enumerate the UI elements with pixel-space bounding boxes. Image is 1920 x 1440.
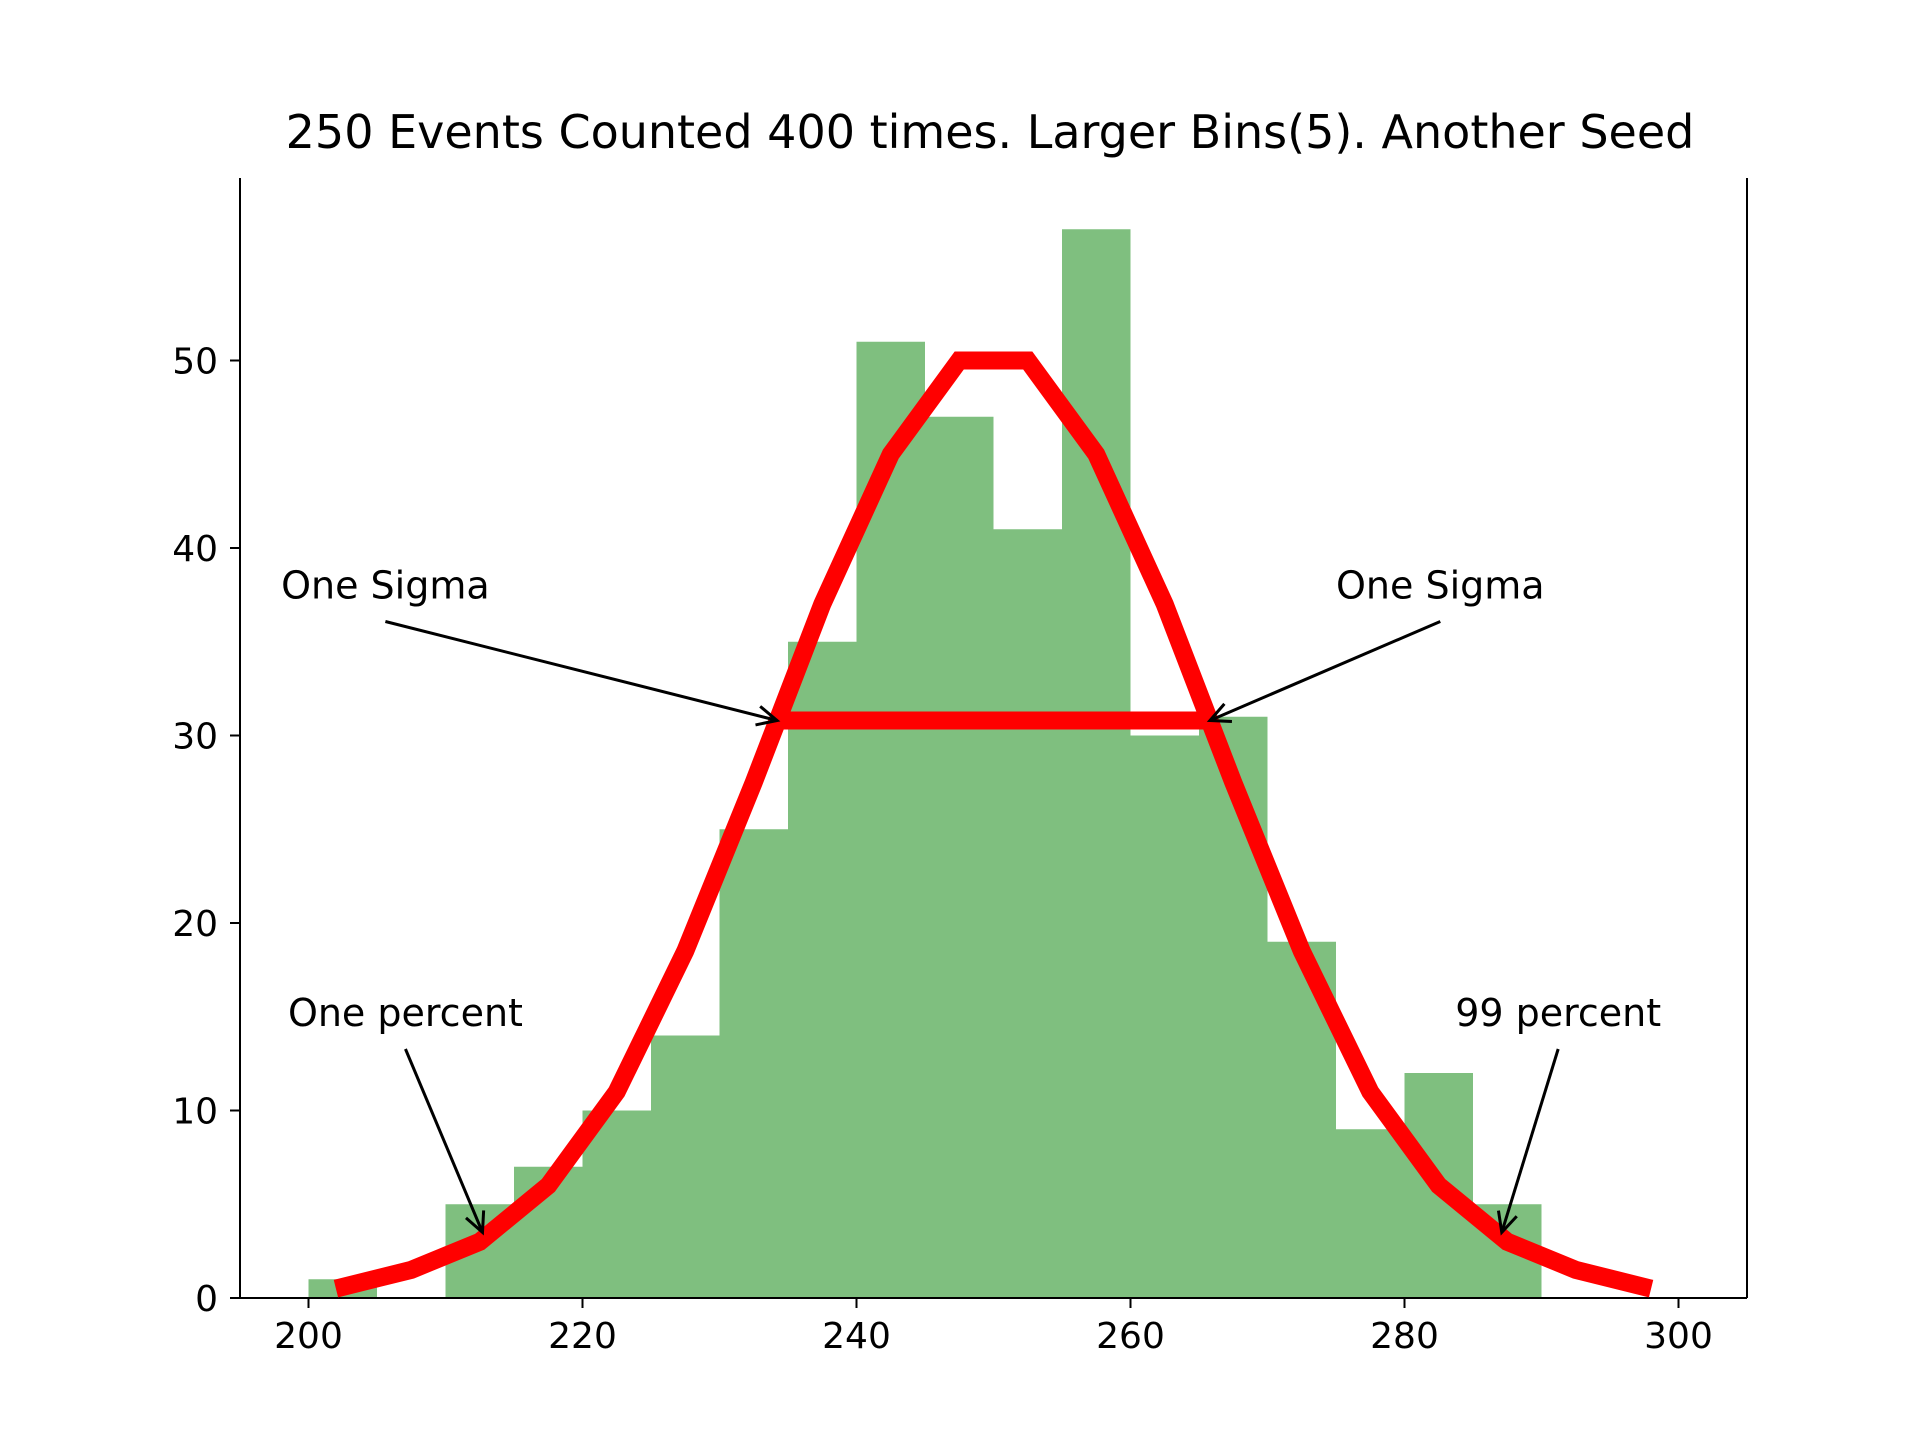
histogram-bar — [1199, 716, 1268, 1298]
tick-group: 200 220 240 260 280 300 0 10 20 30 40 50 — [172, 342, 1713, 1358]
histogram-bar — [1130, 735, 1199, 1298]
y-tick-label: 10 — [172, 1092, 218, 1133]
x-tick-label: 300 — [1644, 1316, 1713, 1357]
annotation-label: One Sigma — [1336, 564, 1545, 608]
y-tick-label: 50 — [172, 342, 218, 383]
histogram-bar — [582, 1110, 651, 1298]
x-tick-label: 260 — [1096, 1316, 1165, 1357]
y-tick-label: 30 — [172, 717, 218, 758]
histogram-bar — [1062, 229, 1131, 1298]
annotation-group: One Sigma One Sigma One percent 99 percent — [281, 564, 1661, 1236]
histogram-bar — [1336, 1129, 1405, 1298]
annotation-label: One Sigma — [281, 564, 490, 608]
histogram-bar — [788, 641, 857, 1298]
annotation-arrow — [1500, 1048, 1560, 1233]
y-tick-label: 0 — [195, 1279, 218, 1320]
annotation-arrowhead — [1206, 702, 1233, 723]
annotation-arrow — [385, 620, 778, 722]
x-tick-label: 200 — [274, 1316, 343, 1357]
x-tick-label: 280 — [1370, 1316, 1439, 1357]
histogram-bar — [651, 1035, 720, 1298]
histogram-bars — [308, 229, 1542, 1298]
histogram-bar — [993, 529, 1062, 1298]
histogram-bar — [925, 416, 994, 1298]
annotation-label: 99 percent — [1455, 991, 1661, 1035]
fit-curve — [333, 351, 1654, 1298]
annotation-arrow — [404, 1048, 484, 1233]
x-tick-label: 220 — [548, 1316, 617, 1357]
annotation-arrowhead — [1496, 1210, 1518, 1236]
fit-curve-group — [333, 351, 1654, 1298]
annotation-label: One percent — [288, 991, 523, 1035]
chart-title: 250 Events Counted 400 times. Larger Bin… — [286, 105, 1695, 159]
histogram-bar — [719, 829, 788, 1298]
y-tick-label: 40 — [172, 529, 218, 570]
annotation-arrow — [1209, 620, 1441, 722]
y-tick-label: 20 — [172, 904, 218, 945]
x-tick-label: 240 — [822, 1316, 891, 1357]
annotation-arrowhead — [755, 705, 781, 727]
annotation-arrowhead — [465, 1210, 486, 1236]
